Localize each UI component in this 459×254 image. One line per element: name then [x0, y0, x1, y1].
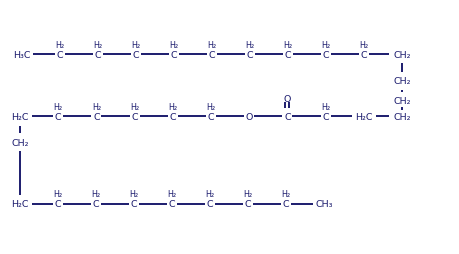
Text: C: C — [168, 200, 175, 209]
Text: H₂C: H₂C — [354, 112, 372, 121]
Text: H₂: H₂ — [281, 190, 290, 199]
Text: C: C — [55, 200, 61, 209]
Text: H₂C: H₂C — [11, 112, 28, 121]
Text: C: C — [95, 50, 101, 59]
Text: H₂: H₂ — [93, 40, 102, 49]
Text: C: C — [55, 112, 62, 121]
Text: C: C — [322, 50, 329, 59]
Text: H₂: H₂ — [130, 102, 139, 111]
Text: C: C — [246, 50, 253, 59]
Text: H₃C: H₃C — [13, 50, 31, 59]
Text: H₂: H₂ — [207, 40, 216, 49]
Text: C: C — [282, 200, 289, 209]
Text: C: C — [130, 200, 137, 209]
Text: H₂: H₂ — [54, 102, 62, 111]
Text: C: C — [93, 112, 100, 121]
Text: H₂: H₂ — [53, 190, 62, 199]
Text: CH₂: CH₂ — [11, 138, 28, 147]
Text: H₂: H₂ — [131, 40, 140, 49]
Text: H₂: H₂ — [56, 40, 64, 49]
Text: H₂: H₂ — [129, 190, 138, 199]
Text: H₂: H₂ — [91, 190, 101, 199]
Text: C: C — [284, 112, 290, 121]
Text: H₂: H₂ — [243, 190, 252, 199]
Text: CH₂: CH₂ — [392, 112, 410, 121]
Text: CH₂: CH₂ — [392, 77, 410, 86]
Text: H₂C: H₂C — [11, 200, 28, 209]
Text: H₂: H₂ — [283, 40, 292, 49]
Text: H₂: H₂ — [320, 102, 330, 111]
Text: C: C — [206, 200, 213, 209]
Text: H₂: H₂ — [168, 102, 177, 111]
Text: H₂: H₂ — [169, 40, 178, 49]
Text: H₂: H₂ — [321, 40, 330, 49]
Text: C: C — [284, 50, 291, 59]
Text: C: C — [56, 50, 63, 59]
Text: O: O — [283, 95, 291, 104]
Text: H₂: H₂ — [358, 40, 368, 49]
Text: CH₂: CH₂ — [392, 97, 410, 106]
Text: C: C — [207, 112, 214, 121]
Text: H₂: H₂ — [92, 102, 101, 111]
Text: CH₃: CH₃ — [314, 200, 332, 209]
Text: CH₂: CH₂ — [392, 50, 410, 59]
Text: C: C — [208, 50, 215, 59]
Text: C: C — [322, 112, 328, 121]
Text: O: O — [245, 112, 252, 121]
Text: H₂: H₂ — [167, 190, 176, 199]
Text: C: C — [92, 200, 99, 209]
Text: C: C — [132, 50, 139, 59]
Text: C: C — [131, 112, 138, 121]
Text: C: C — [170, 50, 177, 59]
Text: C: C — [169, 112, 176, 121]
Text: H₂: H₂ — [245, 40, 254, 49]
Text: H₂: H₂ — [206, 102, 215, 111]
Text: C: C — [360, 50, 367, 59]
Text: C: C — [244, 200, 251, 209]
Text: H₂: H₂ — [205, 190, 214, 199]
